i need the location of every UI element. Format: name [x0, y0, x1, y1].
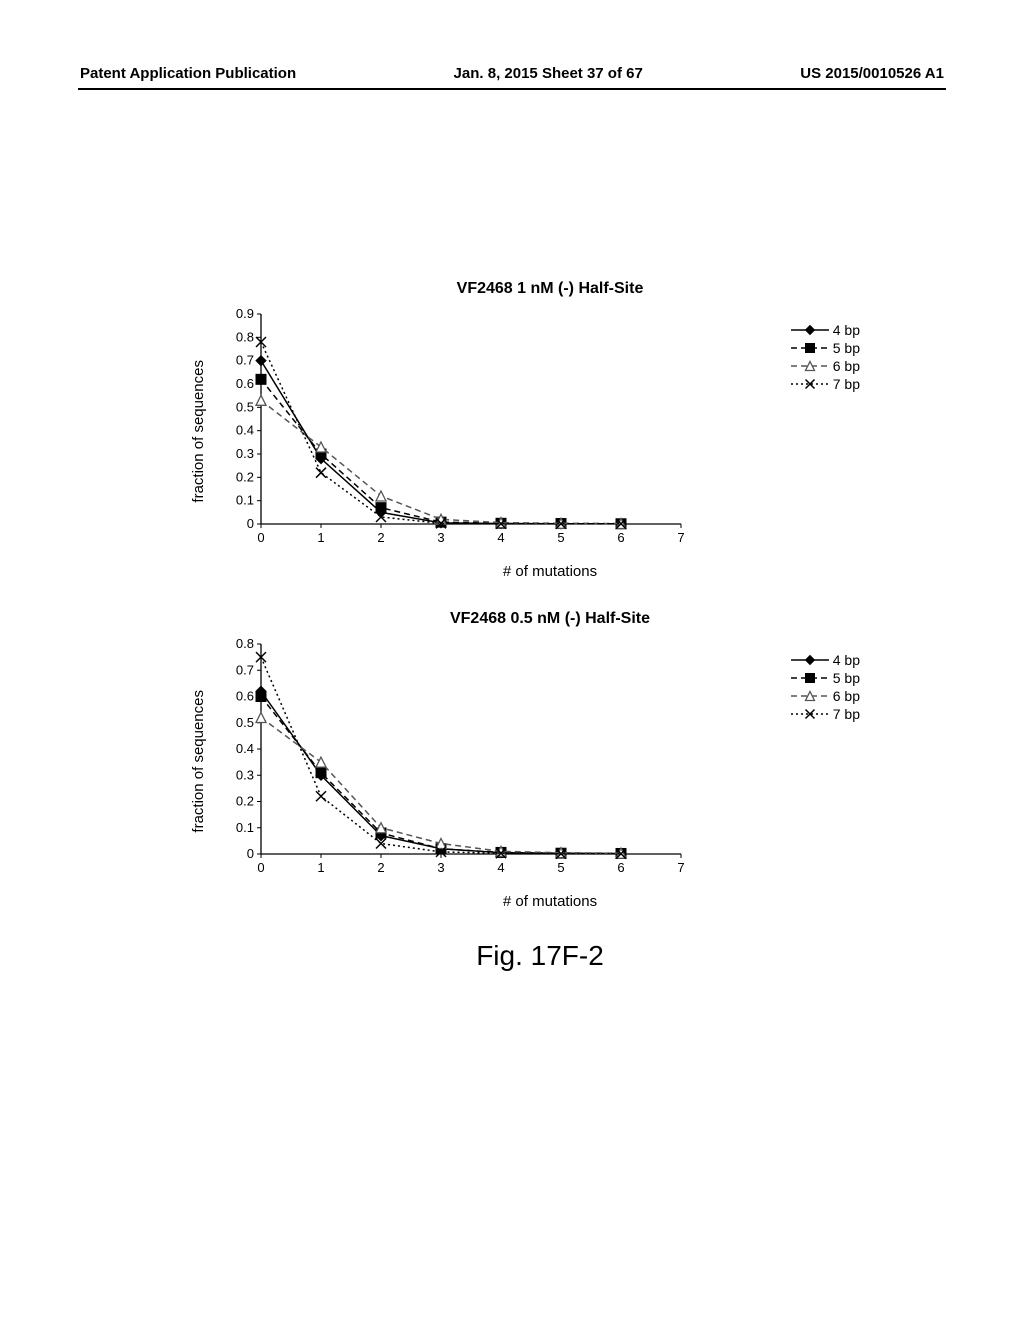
chart-block-0: VF2468 1 nM (-) Half-Site fraction of seq…: [190, 280, 830, 580]
svg-text:0.3: 0.3: [236, 767, 254, 782]
chart-svg: 0 0.1 0.2 0.3 0.4 0.5 0.6 0.7 0.8 0 1 2 3 4 5 6 7: [211, 634, 691, 884]
legend-label: 4 bp: [833, 652, 860, 668]
svg-text:4: 4: [497, 860, 504, 875]
legend-row: 5 bp: [791, 670, 860, 686]
svg-text:0.6: 0.6: [236, 689, 254, 704]
svg-text:0: 0: [257, 530, 264, 545]
chart-svg: 0 0.1 0.2 0.3 0.4 0.5 0.6 0.7 0.8 0.9 0 1 2 3 4 5 6 7: [211, 304, 691, 554]
legend-label: 6 bp: [833, 688, 860, 704]
legend-label: 7 bp: [833, 706, 860, 722]
plot-area: 0 0.1 0.2 0.3 0.4 0.5 0.6 0.7 0.8 0 1 2 3 4 5 6 7: [211, 634, 691, 889]
legend-row: 5 bp: [791, 340, 860, 356]
legend-label: 4 bp: [833, 322, 860, 338]
legend-label: 5 bp: [833, 340, 860, 356]
plot-area: 0 0.1 0.2 0.3 0.4 0.5 0.6 0.7 0.8 0.9 0 1 2 3 4 5 6 7: [211, 304, 691, 559]
patent-header: Patent Application Publication Jan. 8, 2…: [0, 65, 1024, 82]
x-axis-label: # of mutations: [270, 563, 830, 580]
svg-text:0.9: 0.9: [236, 306, 254, 321]
svg-text:0: 0: [247, 516, 254, 531]
legend-marker: [791, 653, 829, 667]
svg-text:0: 0: [247, 846, 254, 861]
svg-text:0.3: 0.3: [236, 446, 254, 461]
legend-row: 7 bp: [791, 376, 860, 392]
chart-wrap: fraction of sequences 0 0.1 0.2 0.3 0.4 0.5 0.6…: [190, 304, 830, 559]
legend-marker: [791, 341, 829, 355]
svg-text:0.1: 0.1: [236, 820, 254, 835]
svg-text:7: 7: [677, 530, 684, 545]
svg-text:0.8: 0.8: [236, 329, 254, 344]
svg-text:0.7: 0.7: [236, 353, 254, 368]
header-center: Jan. 8, 2015 Sheet 37 of 67: [454, 65, 643, 82]
svg-text:7: 7: [677, 860, 684, 875]
legend-label: 7 bp: [833, 376, 860, 392]
header-left: Patent Application Publication: [80, 65, 296, 82]
svg-text:0.2: 0.2: [236, 794, 254, 809]
svg-text:0.5: 0.5: [236, 715, 254, 730]
svg-text:5: 5: [557, 530, 564, 545]
legend: 4 bp 5 bp 6 bp 7 bp: [791, 320, 860, 394]
legend-marker: [791, 671, 829, 685]
svg-text:1: 1: [317, 860, 324, 875]
svg-text:1: 1: [317, 530, 324, 545]
svg-text:2: 2: [377, 860, 384, 875]
chart-wrap: fraction of sequences 0 0.1 0.2 0.3 0.4 0.5 0.6…: [190, 634, 830, 889]
header-right: US 2015/0010526 A1: [800, 65, 944, 82]
header-rule: [78, 88, 946, 90]
legend-row: 4 bp: [791, 322, 860, 338]
legend-marker: [791, 359, 829, 373]
legend-row: 7 bp: [791, 706, 860, 722]
svg-text:0.8: 0.8: [236, 636, 254, 651]
svg-text:0: 0: [257, 860, 264, 875]
chart-title: VF2468 0.5 nM (-) Half-Site: [270, 610, 830, 628]
svg-text:6: 6: [617, 860, 624, 875]
svg-text:0.5: 0.5: [236, 399, 254, 414]
legend-row: 6 bp: [791, 358, 860, 374]
legend-marker: [791, 689, 829, 703]
svg-text:6: 6: [617, 530, 624, 545]
svg-text:3: 3: [437, 530, 444, 545]
y-axis-label: fraction of sequences: [190, 690, 207, 833]
legend-label: 5 bp: [833, 670, 860, 686]
legend-row: 6 bp: [791, 688, 860, 704]
chart-block-1: VF2468 0.5 nM (-) Half-Site fraction of s…: [190, 610, 830, 910]
legend-marker: [791, 707, 829, 721]
legend-row: 4 bp: [791, 652, 860, 668]
svg-text:0.4: 0.4: [236, 423, 254, 438]
legend: 4 bp 5 bp 6 bp 7 bp: [791, 650, 860, 724]
legend-marker: [791, 323, 829, 337]
x-axis-label: # of mutations: [270, 893, 830, 910]
legend-marker: [791, 377, 829, 391]
svg-text:0.1: 0.1: [236, 493, 254, 508]
svg-text:0.2: 0.2: [236, 469, 254, 484]
svg-text:4: 4: [497, 530, 504, 545]
legend-label: 6 bp: [833, 358, 860, 374]
figure-caption: Fig. 17F-2: [250, 940, 830, 972]
y-axis-label: fraction of sequences: [190, 360, 207, 503]
chart-title: VF2468 1 nM (-) Half-Site: [270, 280, 830, 298]
svg-text:5: 5: [557, 860, 564, 875]
svg-text:2: 2: [377, 530, 384, 545]
figure-container: VF2468 1 nM (-) Half-Site fraction of seq…: [190, 280, 830, 972]
svg-text:0.6: 0.6: [236, 376, 254, 391]
svg-text:0.7: 0.7: [236, 662, 254, 677]
svg-text:3: 3: [437, 860, 444, 875]
svg-text:0.4: 0.4: [236, 741, 254, 756]
